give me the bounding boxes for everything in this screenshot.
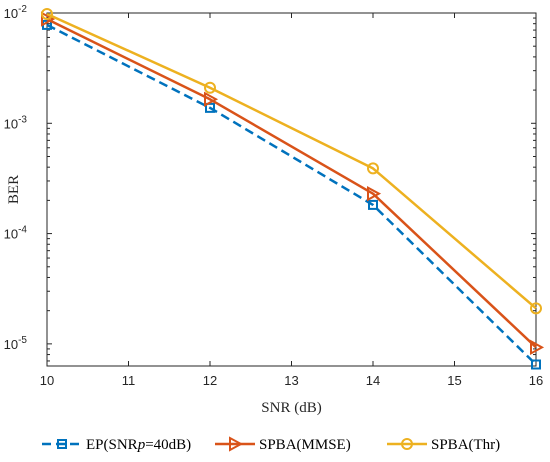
axes-box bbox=[46, 12, 537, 367]
y-tick-label: 10-2 bbox=[4, 4, 28, 21]
data-point bbox=[41, 7, 53, 20]
data-point bbox=[204, 91, 219, 107]
x-tick-label: 13 bbox=[284, 373, 298, 388]
x-axis-label: SNR (dB) bbox=[261, 400, 321, 416]
data-point bbox=[367, 186, 382, 202]
series-line-1 bbox=[46, 18, 537, 349]
y-tick-label: 10-3 bbox=[4, 114, 28, 131]
x-tick-label: 12 bbox=[203, 373, 217, 388]
series-line-0 bbox=[46, 23, 537, 366]
legend-label: EP(SNRp=40dB) bbox=[86, 437, 191, 453]
data-point bbox=[368, 199, 378, 210]
x-tick-label: 16 bbox=[529, 373, 543, 388]
series-line-2 bbox=[46, 12, 537, 310]
legend-label: SPBA(MMSE) bbox=[259, 437, 351, 453]
legend-item: EP(SNRp=40dB) bbox=[42, 437, 191, 453]
data-point bbox=[204, 81, 216, 94]
y-tick-label: 10-4 bbox=[4, 225, 28, 242]
legend-label: SPBA(Thr) bbox=[431, 437, 500, 453]
legend: EP(SNRp=40dB) SPBA(MMSE) SPBA(Thr) bbox=[42, 436, 500, 453]
data-point bbox=[530, 302, 542, 315]
legend-marker bbox=[401, 438, 413, 450]
plot-area: 10 11 12 13 14 15 16 10-5 10-4 10-3 10-2 bbox=[4, 4, 545, 388]
data-point bbox=[367, 162, 379, 175]
x-tick-label: 11 bbox=[122, 373, 136, 388]
data-point bbox=[205, 102, 215, 113]
x-tick-label: 15 bbox=[447, 373, 461, 388]
y-axis-label: BER bbox=[6, 175, 22, 204]
y-tick-label: 10-5 bbox=[4, 335, 28, 352]
legend-item: SPBA(Thr) bbox=[387, 437, 500, 453]
legend-marker bbox=[229, 436, 244, 452]
data-point bbox=[531, 359, 541, 370]
legend-item: SPBA(MMSE) bbox=[215, 436, 351, 453]
data-point bbox=[41, 11, 56, 27]
x-tick-label: 14 bbox=[366, 373, 380, 388]
legend-marker bbox=[57, 439, 67, 449]
x-tick-label: 10 bbox=[40, 373, 54, 388]
data-point bbox=[530, 339, 545, 356]
